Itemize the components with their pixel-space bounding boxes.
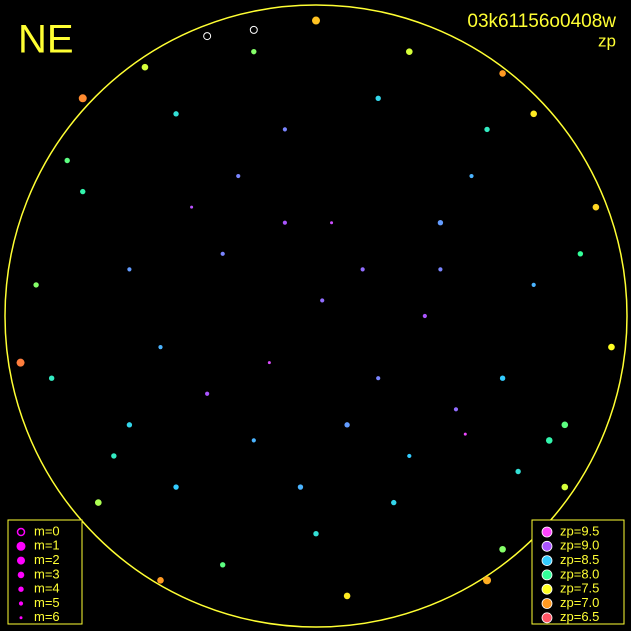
- star: [438, 267, 443, 272]
- star: [360, 267, 365, 272]
- star: [330, 221, 334, 225]
- chart-title: NE: [18, 18, 74, 62]
- star: [251, 438, 256, 443]
- size-legend-marker: [16, 527, 26, 537]
- star: [157, 577, 164, 584]
- star: [530, 110, 537, 118]
- star: [561, 483, 569, 491]
- star: [499, 545, 506, 553]
- star: [463, 432, 467, 436]
- star: [312, 16, 320, 25]
- color-legend-marker: [541, 612, 553, 624]
- star: [406, 48, 413, 55]
- star: [251, 48, 257, 55]
- size-legend-marker: [17, 556, 25, 565]
- star: [111, 453, 117, 459]
- color-legend-label: zp=9.5: [560, 523, 599, 538]
- size-legend-label: m=2: [34, 552, 60, 567]
- star: [127, 267, 132, 272]
- color-legend-label: zp=8.0: [560, 566, 599, 581]
- color-label: zp: [598, 31, 616, 50]
- star: [80, 188, 86, 195]
- star: [48, 375, 55, 381]
- star: [422, 313, 427, 319]
- size-legend-label: m=0: [34, 523, 60, 538]
- star: [499, 375, 506, 381]
- star: [64, 157, 70, 164]
- star: [469, 173, 474, 179]
- color-legend-label: zp=8.5: [560, 552, 599, 567]
- star: [343, 592, 351, 600]
- star: [561, 421, 569, 429]
- star: [577, 251, 584, 257]
- size-legend-label: m=1: [34, 538, 60, 553]
- star: [205, 391, 210, 396]
- size-legend-label: m=6: [34, 609, 60, 624]
- star: [267, 361, 271, 365]
- star: [499, 70, 506, 77]
- star: [483, 576, 492, 585]
- star: [236, 173, 241, 179]
- size-legend-label: m=5: [34, 595, 60, 610]
- star: [78, 94, 87, 103]
- star: [545, 437, 553, 444]
- star: [220, 562, 226, 568]
- star: [313, 531, 319, 537]
- star: [173, 111, 179, 117]
- size-legend-marker: [18, 586, 24, 592]
- color-legend-marker: [541, 540, 553, 552]
- star: [376, 376, 381, 381]
- color-legend-marker: [541, 555, 553, 566]
- star: [220, 251, 225, 256]
- star: [437, 220, 444, 226]
- star: [16, 358, 25, 367]
- size-legend-label: m=4: [34, 581, 60, 596]
- star: [391, 499, 397, 506]
- star: [249, 25, 258, 34]
- color-legend-label: zp=7.5: [560, 581, 599, 596]
- star: [158, 345, 163, 350]
- color-legend-marker: [541, 569, 553, 581]
- size-legend-marker: [16, 541, 26, 551]
- chart-subtitle: 03k61156o0408w: [467, 11, 616, 32]
- star: [282, 220, 287, 225]
- star: [33, 282, 39, 288]
- color-legend-label: zp=9.0: [560, 538, 599, 553]
- color-legend-label: zp=7.0: [560, 595, 599, 610]
- size-legend-marker: [18, 601, 24, 606]
- size-legend-label: m=3: [34, 566, 60, 581]
- star: [297, 484, 304, 490]
- star: [515, 468, 521, 475]
- star: [531, 282, 536, 287]
- star: [282, 127, 287, 132]
- star: [344, 422, 350, 428]
- size-legend-marker: [17, 571, 25, 579]
- star: [453, 407, 459, 412]
- star: [407, 453, 412, 459]
- star: [203, 32, 212, 41]
- star: [592, 203, 600, 211]
- star: [126, 422, 133, 428]
- size-legend-marker: [19, 616, 23, 620]
- star: [608, 343, 615, 351]
- star: [173, 484, 179, 490]
- color-legend-marker: [541, 598, 553, 609]
- sky-boundary: [4, 4, 628, 628]
- star: [484, 126, 490, 133]
- star: [375, 95, 381, 102]
- star: [95, 499, 102, 506]
- star: [190, 205, 194, 209]
- star: [141, 63, 149, 71]
- color-legend-label: zp=6.5: [560, 609, 599, 624]
- star: [320, 298, 325, 303]
- color-legend-marker: [541, 583, 553, 595]
- color-legend-marker: [541, 526, 553, 538]
